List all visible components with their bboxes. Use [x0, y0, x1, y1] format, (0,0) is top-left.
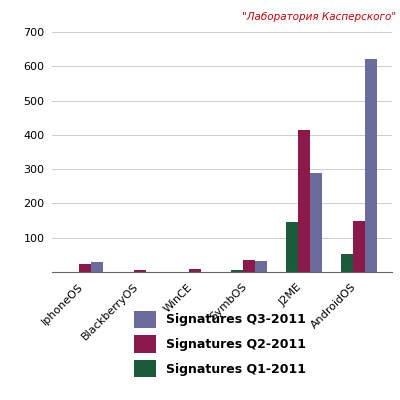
Bar: [80, 264, 92, 272]
Legend: Signatures Q3-2011, Signatures Q2-2011, Signatures Q1-2011: Signatures Q3-2011, Signatures Q2-2011, …: [129, 306, 311, 382]
Bar: [286, 222, 298, 272]
Bar: [255, 261, 267, 272]
Bar: [364, 60, 376, 272]
Bar: [92, 262, 104, 272]
Bar: [134, 270, 146, 272]
Bar: [310, 172, 322, 272]
Bar: [298, 130, 310, 272]
Bar: [189, 269, 201, 272]
Text: "Лаборатория Касперского": "Лаборатория Касперского": [242, 12, 396, 22]
Bar: [243, 260, 255, 272]
Bar: [340, 254, 352, 272]
Bar: [231, 270, 243, 272]
Bar: [352, 220, 364, 272]
